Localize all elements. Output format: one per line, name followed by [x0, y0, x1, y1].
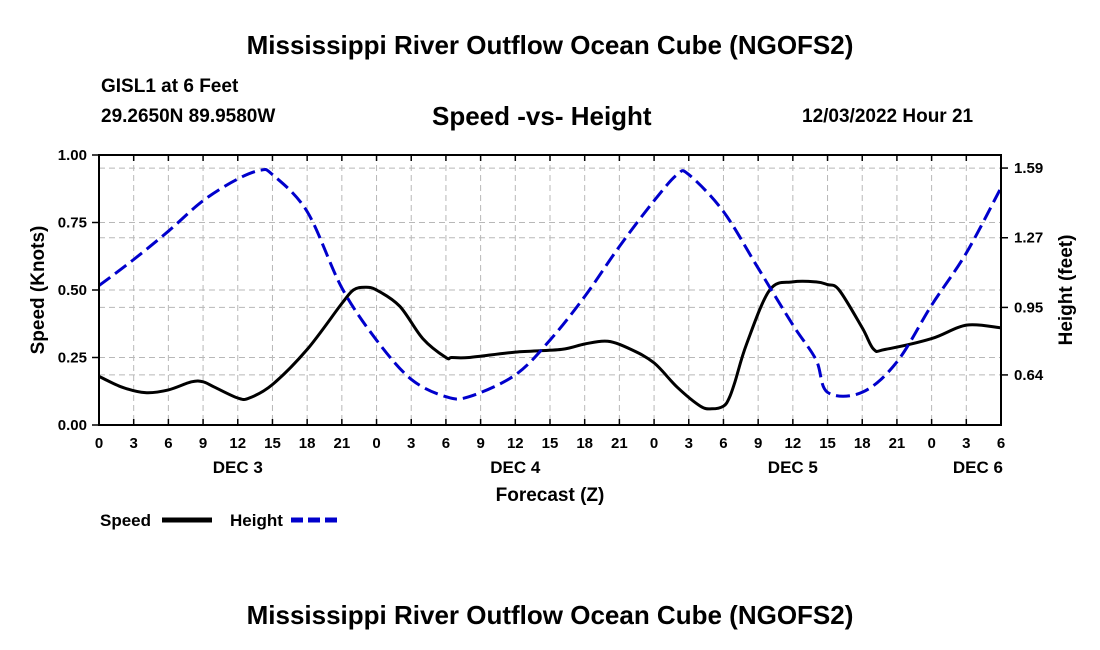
x-tick-label: 6 — [997, 435, 1005, 452]
x-day-label: DEC 6 — [953, 458, 1003, 477]
legend-speed-label: Speed — [100, 511, 151, 530]
x-tick-label: 18 — [299, 435, 316, 452]
series-speed-line — [98, 279, 1002, 411]
x-tick-label: 15 — [542, 435, 559, 452]
x-day-label: DEC 4 — [490, 458, 541, 477]
axis-layer: 0 3 6 9 12 15 18 21 0 3 6 9 12 15 18 21 0 3 6 9 12 15 18 21 0 3 6 D… — [58, 147, 1044, 477]
x-tick-label: 18 — [854, 435, 871, 452]
x-tick-label: 12 — [229, 435, 246, 452]
bottom-title: Mississippi River Outflow Ocean Cube (NG… — [246, 600, 854, 630]
y-tick-label: 0.00 — [58, 417, 87, 434]
y2-tick-label: 0.64 — [1014, 367, 1044, 384]
x-tick-label: 15 — [819, 435, 836, 452]
station-name: GISL1 at 6 Feet — [101, 76, 239, 97]
x-tick-label: 21 — [334, 435, 351, 452]
y2-tick-label: 0.95 — [1014, 299, 1043, 316]
x-tick-label: 9 — [476, 435, 484, 452]
x-tick-label: 3 — [685, 435, 693, 452]
x-tick-label: 12 — [507, 435, 524, 452]
x-tick-label: 0 — [650, 435, 658, 452]
x-tick-label: 9 — [754, 435, 762, 452]
x-tick-label: 15 — [264, 435, 281, 452]
x-tick-label: 3 — [130, 435, 138, 452]
y2-tick-label: 1.59 — [1014, 160, 1043, 177]
x-day-label: DEC 3 — [213, 458, 263, 477]
y-tick-label: 0.50 — [58, 282, 87, 299]
x-tick-label: 12 — [785, 435, 802, 452]
y-tick-label: 1.00 — [58, 147, 87, 164]
x-tick-label: 6 — [164, 435, 172, 452]
series-height-line — [98, 167, 1003, 401]
forecast-date: 12/03/2022 Hour 21 — [802, 106, 974, 127]
series-layer — [98, 167, 1003, 411]
x-tick-label: 18 — [576, 435, 593, 452]
x-tick-label: 3 — [407, 435, 415, 452]
x-tick-label: 6 — [442, 435, 450, 452]
x-tick-label: 0 — [95, 435, 103, 452]
x-tick-label: 0 — [372, 435, 380, 452]
y2-axis-title: Height (feet) — [1056, 235, 1077, 346]
main-title: Mississippi River Outflow Ocean Cube (NG… — [246, 30, 854, 60]
y-tick-label: 0.25 — [58, 350, 87, 367]
y-tick-label: 0.75 — [58, 215, 87, 232]
x-tick-label: 6 — [719, 435, 727, 452]
x-tick-label: 9 — [199, 435, 207, 452]
x-axis-title: Forecast (Z) — [496, 485, 605, 506]
chart-subtitle: Speed -vs- Height — [432, 101, 652, 131]
x-day-label: DEC 5 — [768, 458, 818, 477]
legend-height-label: Height — [230, 511, 283, 530]
grid-layer — [99, 155, 1001, 425]
y2-tick-label: 1.27 — [1014, 230, 1043, 247]
x-tick-label: 21 — [889, 435, 906, 452]
station-coordinates: 29.2650N 89.9580W — [101, 106, 276, 127]
y-axis-title: Speed (Knots) — [28, 226, 49, 355]
x-tick-label: 3 — [962, 435, 970, 452]
x-tick-label: 0 — [927, 435, 935, 452]
x-tick-label: 21 — [611, 435, 628, 452]
legend: Speed Height — [100, 511, 342, 530]
